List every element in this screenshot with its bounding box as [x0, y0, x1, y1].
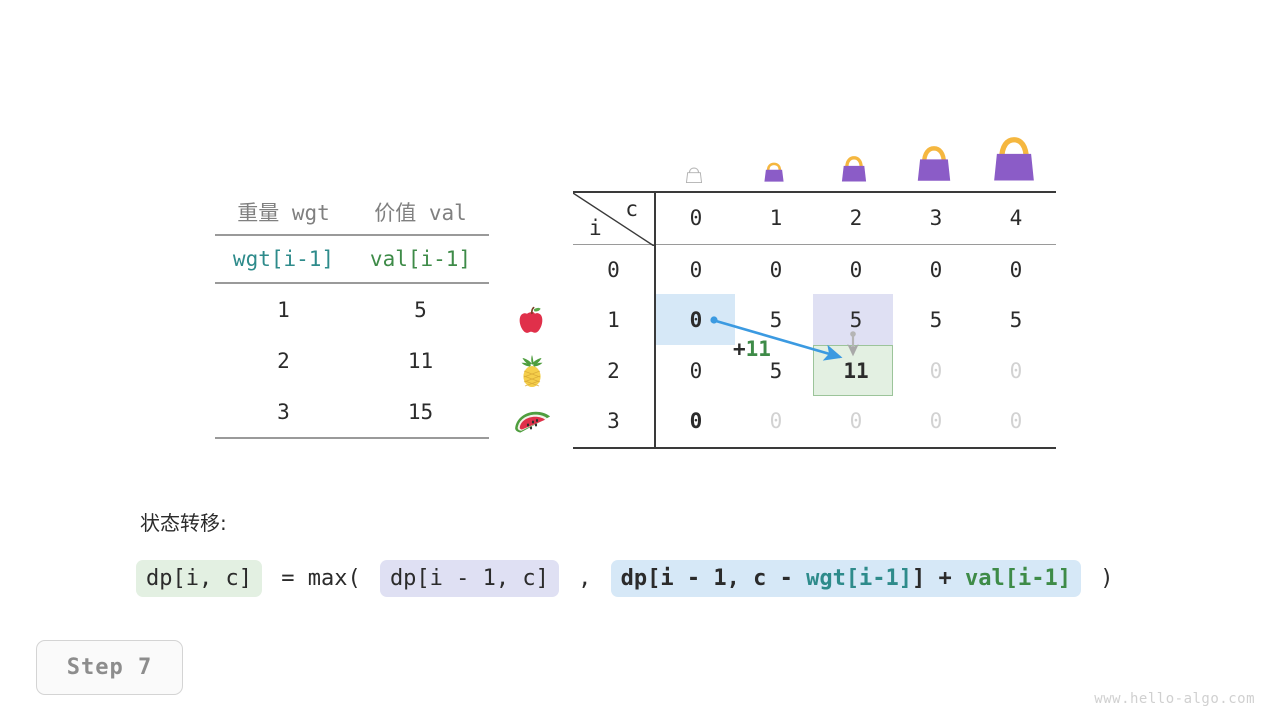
transition-formula: dp[i, c] = max( dp[i - 1, c] , dp[i - 1,…: [136, 560, 1120, 597]
gain-amount: 11: [745, 337, 771, 361]
transition-label: 状态转移:: [140, 511, 227, 535]
dp-table: c i 0 1 2 3 4 0 0 0 0 0 0 1 0 5 5 5 5 2: [573, 191, 1056, 449]
gain-annotation: +11: [733, 337, 771, 361]
watermelon-icon: [508, 397, 556, 448]
dp-row-header-1: 1: [573, 295, 656, 346]
item-wgt-2: 2: [277, 348, 290, 373]
item-wgt-3: 3: [215, 386, 352, 439]
step-badge-label: Step 7: [66, 655, 153, 680]
pineapple-icon: [508, 346, 556, 397]
formula-term-take-prefix: dp[i - 1, c -: [620, 566, 807, 591]
dp-row: 3 0 0 0 0 0: [573, 396, 1056, 449]
dp-cell-0-3: 0: [929, 257, 943, 282]
dp-cell-0-0: 0: [689, 257, 703, 282]
dp-row-axis-label: i: [589, 215, 602, 240]
item-val-3: 15: [352, 386, 489, 439]
item-table-row: 1 5: [215, 283, 489, 335]
dp-cell-2-0: 0: [689, 358, 703, 383]
dp-cell-2-4: 0: [1009, 358, 1023, 383]
formula-lhs: dp[i, c]: [136, 560, 262, 597]
item-table-subheader-val: val[i-1]: [352, 235, 489, 284]
bag-icon-3: [894, 142, 974, 186]
bag-icon-0: [654, 164, 734, 186]
formula-token-val: val[i-1]: [965, 566, 1071, 591]
dp-row: 2 0 5 11 0 0: [573, 345, 1056, 396]
dp-row: 0 0 0 0 0 0: [573, 244, 1056, 295]
dp-col-header-0: 0: [655, 191, 736, 245]
dp-row-header-0: 0: [573, 244, 656, 295]
dp-cell-1-3: 5: [929, 308, 943, 333]
dp-col-header-1: 1: [736, 191, 816, 245]
dp-cell-2-2: 11: [843, 358, 869, 383]
dp-cell-0-1: 0: [769, 257, 783, 282]
formula-comma: ,: [564, 566, 605, 591]
item-table-subheader-wgt: wgt[i-1]: [215, 235, 352, 284]
item-table-row: 2 11: [215, 335, 489, 386]
dp-cell-3-1: 0: [736, 396, 816, 449]
bag-icon-4: [974, 134, 1054, 186]
bag-size-row: [654, 126, 1054, 186]
apple-icon: [508, 295, 556, 346]
dp-cell-3-0: 0: [655, 396, 736, 449]
item-val-2: 11: [407, 348, 434, 373]
bag-icon-2: [814, 152, 894, 186]
item-table-header-row: 重量 wgt 价值 val: [215, 190, 489, 236]
watermark: www.hello-algo.com: [1094, 691, 1255, 707]
dp-cell-1-4: 5: [1009, 308, 1023, 333]
bag-icon-1: [734, 158, 814, 186]
dp-cell-1-0: 0: [689, 308, 703, 333]
dp-col-header-3: 3: [896, 191, 976, 245]
item-table-row: 3 15: [215, 386, 489, 439]
dp-cell-3-3: 0: [896, 396, 976, 449]
dp-corner-cell: c i: [573, 191, 656, 246]
dp-cell-3-4: 0: [976, 396, 1056, 449]
dp-cell-3-2: 0: [816, 396, 896, 449]
dp-header-row: c i 0 1 2 3 4: [573, 191, 1056, 246]
dp-cell-1-2: 5: [849, 308, 863, 333]
formula-token-wgt: wgt[i-1]: [806, 566, 913, 591]
formula-close-paren: ): [1087, 566, 1114, 591]
fruit-icon-column: [508, 295, 556, 448]
dp-cell-2-1: 5: [769, 358, 783, 383]
dp-cell-0-2: 0: [849, 257, 863, 282]
item-table-header-val: 价值 val: [352, 190, 489, 236]
dp-cell-0-4: 0: [1009, 257, 1023, 282]
formula-term-skip: dp[i - 1, c]: [379, 560, 559, 597]
formula-eq-max: = max(: [267, 566, 374, 591]
step-badge: Step 7: [36, 640, 183, 695]
item-table-header-wgt: 重量 wgt: [215, 190, 352, 236]
item-wgt-1: 1: [277, 297, 290, 322]
item-val-1: 5: [414, 297, 427, 322]
item-table: 重量 wgt 价值 val wgt[i-1] val[i-1] 1 5 2 11…: [215, 190, 489, 439]
dp-cell-2-3: 0: [929, 358, 943, 383]
dp-col-header-4: 4: [976, 191, 1056, 245]
gain-plus-sign: +: [733, 337, 746, 361]
dp-row-header-3: 3: [573, 396, 656, 449]
dp-row-header-2: 2: [573, 345, 656, 396]
item-table-subheader-row: wgt[i-1] val[i-1]: [215, 235, 489, 284]
formula-term-take-mid: ] +: [912, 566, 966, 591]
dp-col-header-2: 2: [816, 191, 896, 245]
formula-term-take: dp[i - 1, c - wgt[i-1]] + val[i-1]: [610, 560, 1081, 597]
dp-col-axis-label: c: [625, 197, 638, 221]
dp-row: 1 0 5 5 5 5: [573, 295, 1056, 346]
